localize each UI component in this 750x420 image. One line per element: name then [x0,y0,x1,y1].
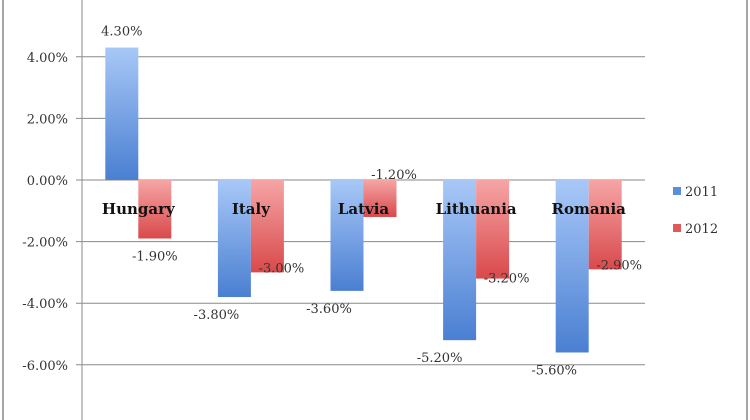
category-label: Romania [552,200,627,218]
bar-2012-hungary [138,180,172,239]
bar-2012-lithuania [476,180,510,279]
bar-2011-hungary [105,47,139,181]
legend-label: 2011 [685,185,718,200]
y-tick-label: 6.00% [27,0,68,4]
y-tick-label: 2.00% [27,112,68,127]
y-tick-label: -2.00% [22,236,68,251]
data-label: -5.60% [531,363,577,378]
y-tick-label: 4.00% [27,51,68,66]
data-label: -2.90% [596,258,642,273]
bar-2011-lithuania [443,180,477,341]
category-label: Italy [232,200,271,218]
data-label: -1.90% [132,250,178,265]
data-label: -3.80% [194,308,240,323]
data-label: -5.20% [417,351,463,366]
data-label: -1.20% [371,168,417,183]
y-tick-label: -4.00% [22,297,68,312]
category-label: Latvia [338,200,390,218]
legend-swatch-2012 [673,224,681,232]
y-tick-label: 0.00% [27,174,68,189]
y-tick-label: -6.00% [22,359,68,374]
legend-swatch-2011 [673,187,681,195]
bar-2011-romania [555,180,589,353]
data-label: -3.00% [259,261,305,276]
legend: 2011 2012 [673,185,718,237]
data-label: -3.60% [306,302,352,317]
category-label: Hungary [102,200,176,218]
data-label: -3.20% [484,272,530,287]
bar-2012-romania [588,180,622,270]
data-label: 4.30% [101,25,142,40]
bar-2011-italy [217,180,251,298]
bar-2011-latvia [330,180,364,291]
legend-label: 2012 [685,222,718,237]
bar-2012-italy [250,180,284,273]
bar-2012-latvia [363,180,397,217]
category-label: Lithuania [436,200,517,218]
